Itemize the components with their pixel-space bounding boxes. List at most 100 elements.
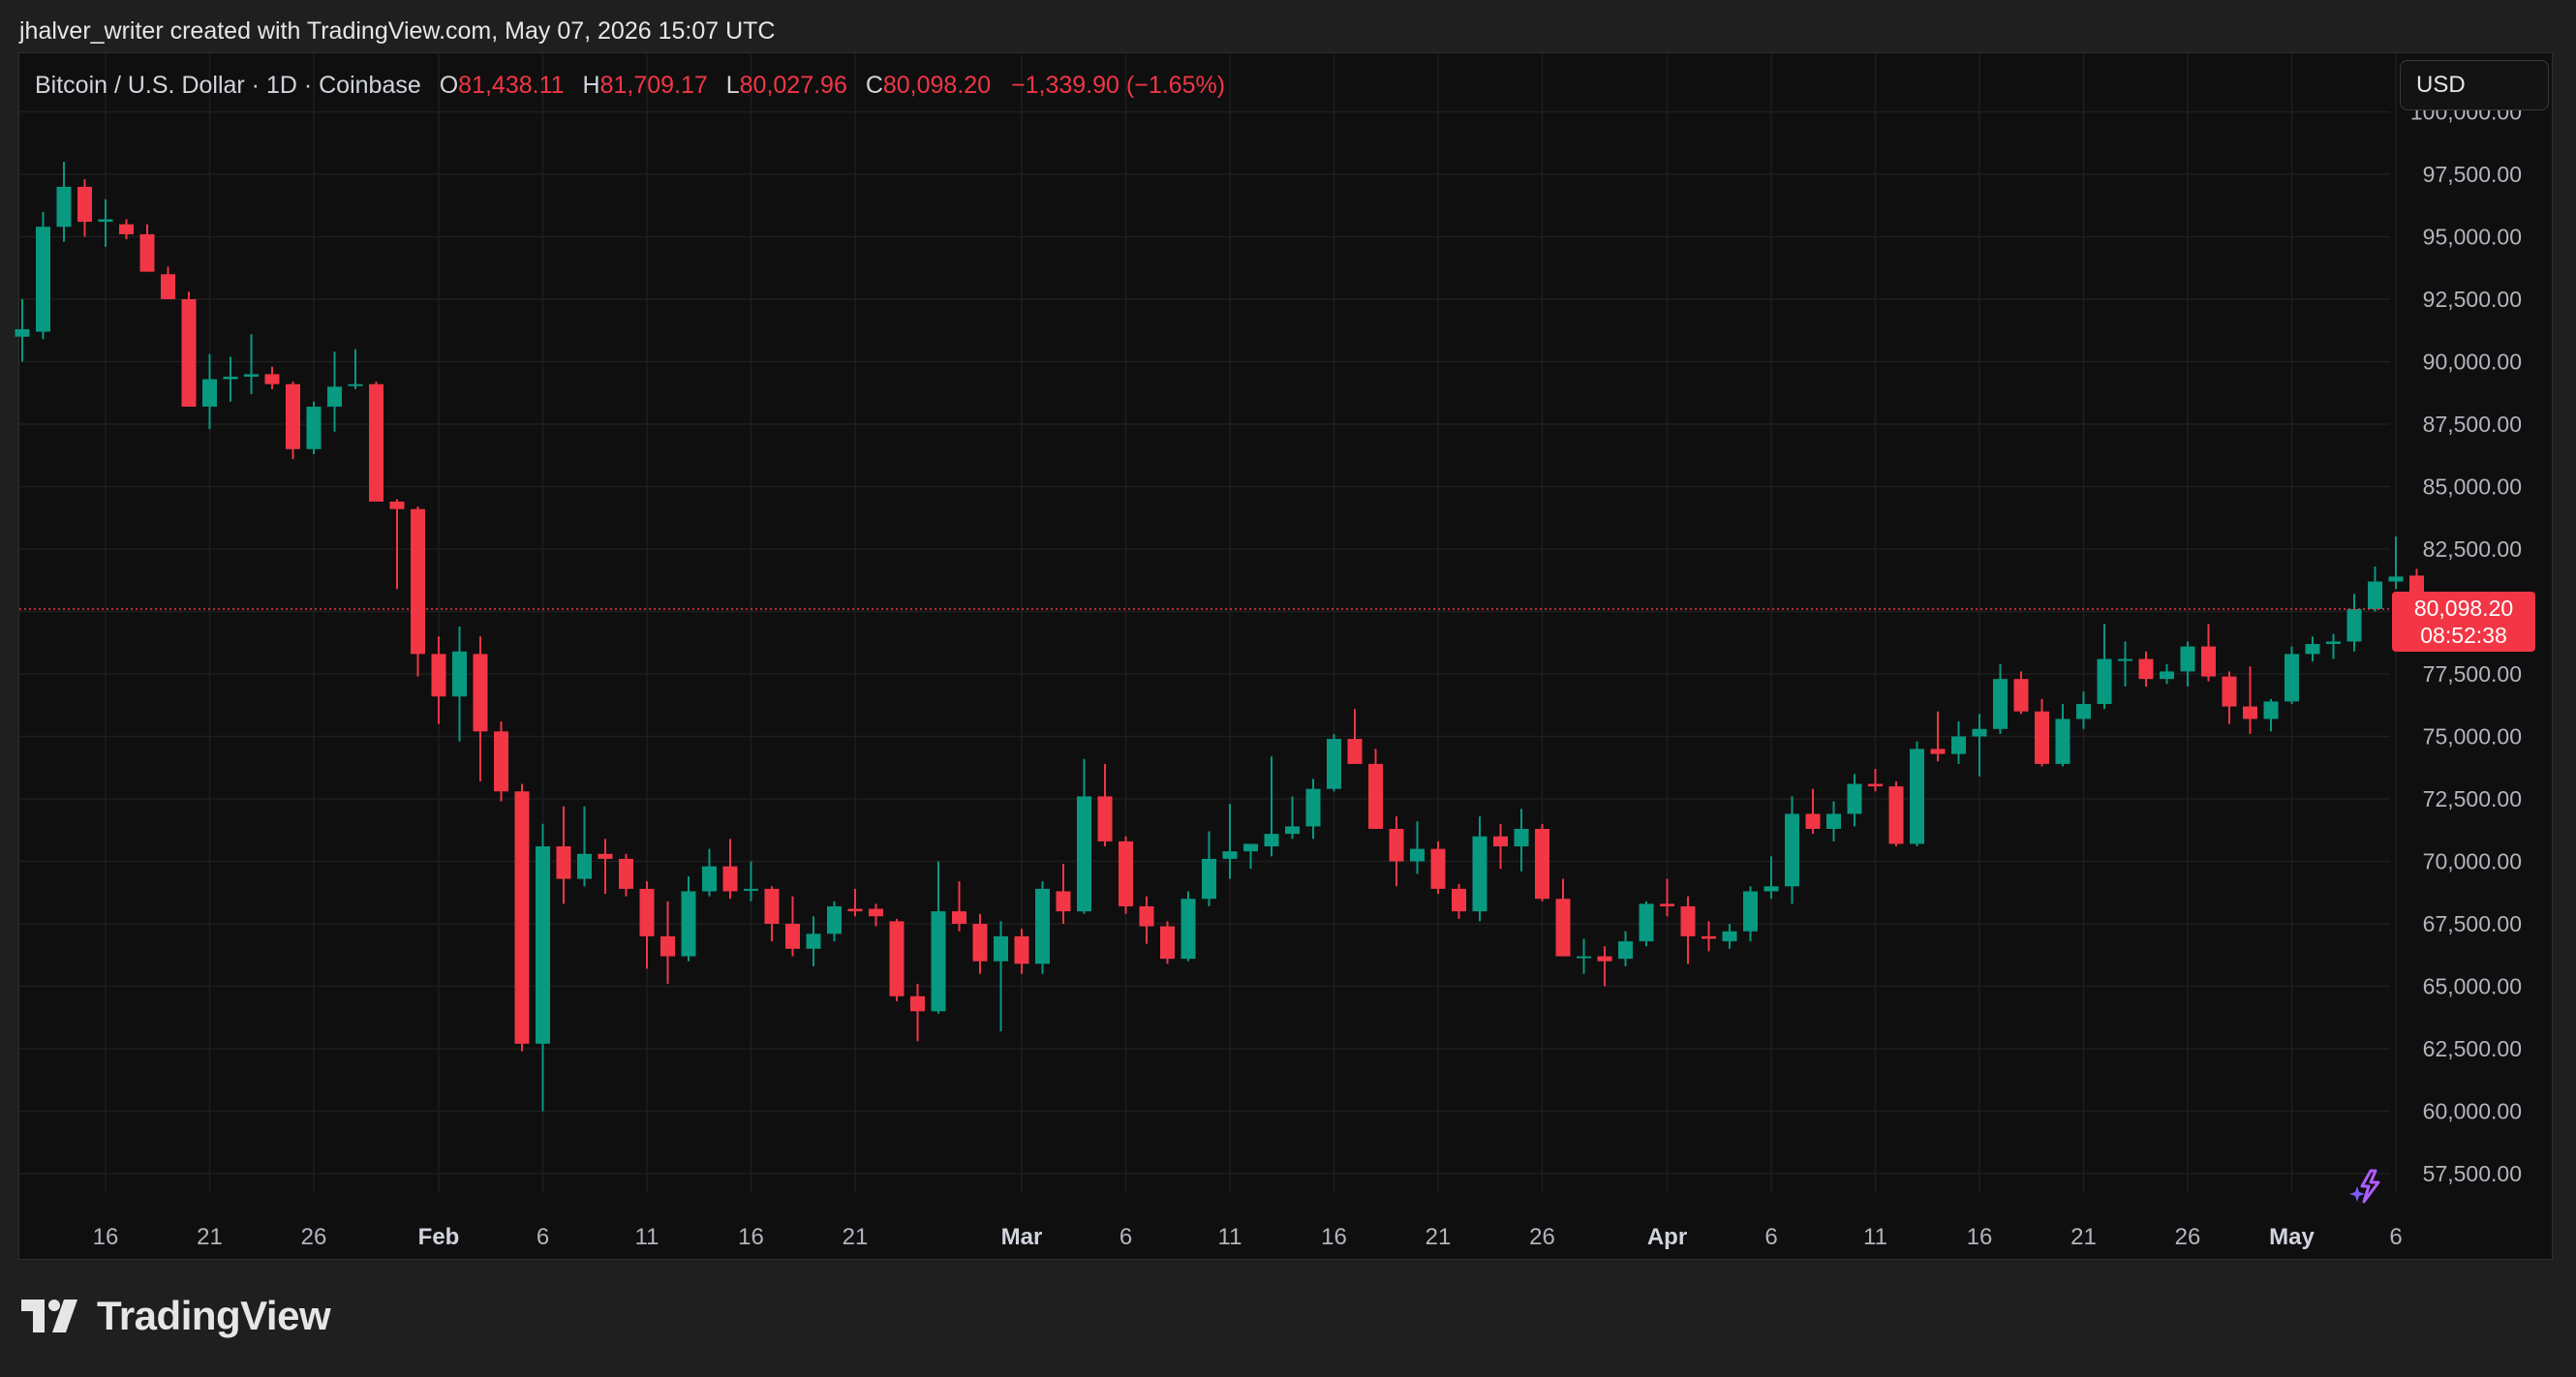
candle-body bbox=[1535, 828, 1549, 900]
alert-lightning-icon[interactable] bbox=[2349, 1169, 2380, 1204]
candle-body bbox=[369, 383, 383, 502]
price-marker-price: 80,098.20 bbox=[2414, 596, 2513, 621]
candle-body bbox=[1993, 679, 2008, 729]
candle bbox=[1910, 741, 1924, 847]
y-tick-label: 65,000.00 bbox=[2423, 974, 2522, 999]
candle-body bbox=[1660, 903, 1674, 906]
y-tick-label: 70,000.00 bbox=[2423, 849, 2522, 874]
candle-body bbox=[1410, 848, 1425, 862]
candle bbox=[2285, 646, 2299, 704]
candle bbox=[244, 334, 259, 395]
candle bbox=[702, 848, 717, 897]
x-tick-label: Mar bbox=[1001, 1224, 1043, 1250]
candle bbox=[1305, 779, 1321, 840]
candle bbox=[2055, 703, 2070, 767]
x-tick-label: 16 bbox=[1321, 1224, 1347, 1250]
candle-body bbox=[1347, 739, 1363, 764]
symbol-description[interactable]: Bitcoin / U.S. Dollar · 1D · Coinbase bbox=[35, 72, 421, 99]
candle-body bbox=[2013, 679, 2029, 712]
candle-body bbox=[1493, 836, 1508, 847]
currency-button[interactable]: USD bbox=[2400, 60, 2549, 110]
candle-body bbox=[431, 654, 446, 697]
candle-body bbox=[1910, 749, 1924, 844]
candle bbox=[1826, 801, 1841, 842]
candle-body bbox=[1702, 935, 1716, 939]
candle bbox=[1222, 804, 1238, 879]
candle-body bbox=[1472, 836, 1487, 912]
candle-body bbox=[1555, 899, 1571, 957]
candle-body bbox=[286, 383, 300, 449]
brand-name: TradingView bbox=[97, 1293, 331, 1338]
x-tick-label: 6 bbox=[537, 1224, 549, 1250]
candle bbox=[2326, 633, 2341, 659]
candle bbox=[1056, 864, 1071, 924]
candle-body bbox=[2180, 646, 2195, 672]
candle-body bbox=[264, 374, 280, 384]
y-tick-label: 75,000.00 bbox=[2423, 724, 2522, 750]
candle bbox=[556, 806, 571, 904]
candle bbox=[952, 881, 966, 932]
candle bbox=[1993, 663, 2008, 734]
open-label: O bbox=[439, 72, 459, 99]
candle-body bbox=[556, 846, 571, 879]
candle bbox=[1702, 921, 1716, 952]
candle bbox=[202, 353, 217, 430]
candle bbox=[827, 901, 842, 942]
candle bbox=[2013, 671, 2029, 715]
candle bbox=[15, 299, 30, 362]
close-value: 80,098.20 bbox=[882, 72, 992, 99]
candle-body bbox=[1930, 749, 1946, 754]
candle bbox=[348, 349, 363, 389]
candles bbox=[15, 162, 2424, 1112]
candle-body bbox=[744, 888, 758, 891]
candle bbox=[889, 918, 905, 1001]
ohlc-legend: Bitcoin / U.S. Dollar · 1D · Coinbase O 8… bbox=[35, 72, 1225, 100]
candle-body bbox=[1888, 786, 1904, 844]
candle bbox=[2388, 536, 2404, 590]
low-value: 80,027.96 bbox=[739, 72, 847, 99]
candle bbox=[1722, 924, 1737, 949]
candle bbox=[681, 875, 696, 962]
candle bbox=[452, 626, 467, 742]
candle bbox=[1014, 929, 1029, 974]
candle bbox=[56, 162, 72, 242]
candle bbox=[1452, 883, 1466, 919]
y-tick-label: 82,500.00 bbox=[2423, 536, 2522, 562]
x-tick-label: 21 bbox=[843, 1224, 869, 1250]
candle bbox=[994, 921, 1008, 1031]
candle-body bbox=[2368, 581, 2382, 609]
candle-body bbox=[327, 386, 342, 407]
candle-body bbox=[2326, 641, 2341, 645]
candle-body bbox=[1680, 905, 1696, 936]
y-tick-label: 97,500.00 bbox=[2423, 162, 2522, 187]
candle-body bbox=[1035, 888, 1050, 964]
x-tick-label: May bbox=[2269, 1224, 2315, 1250]
candle bbox=[36, 211, 50, 340]
x-tick-label: 6 bbox=[1764, 1224, 1777, 1250]
candle bbox=[1972, 714, 1987, 777]
candle bbox=[2160, 663, 2174, 685]
tradingview-brand[interactable]: TradingView bbox=[21, 1293, 331, 1339]
candle bbox=[2138, 651, 2154, 687]
candle bbox=[411, 506, 425, 677]
candle-body bbox=[348, 383, 363, 386]
x-tick-label: 21 bbox=[1426, 1224, 1452, 1250]
candle bbox=[1202, 831, 1216, 906]
candle-body bbox=[1327, 739, 1341, 789]
candle-body bbox=[1097, 796, 1113, 842]
candle bbox=[1951, 721, 1966, 764]
candle bbox=[2097, 624, 2112, 710]
candle bbox=[1577, 938, 1591, 974]
x-tick-label: 11 bbox=[1218, 1224, 1242, 1250]
candle-body bbox=[494, 731, 508, 792]
candle-body bbox=[2243, 706, 2257, 719]
candle bbox=[1139, 896, 1154, 944]
candle bbox=[2180, 641, 2195, 687]
candle bbox=[514, 783, 530, 1052]
candle-body bbox=[1181, 899, 1196, 960]
candle-body bbox=[1743, 891, 1758, 932]
candle-body bbox=[847, 908, 863, 912]
candle bbox=[1410, 821, 1425, 874]
y-tick-label: 57,500.00 bbox=[2423, 1161, 2522, 1186]
